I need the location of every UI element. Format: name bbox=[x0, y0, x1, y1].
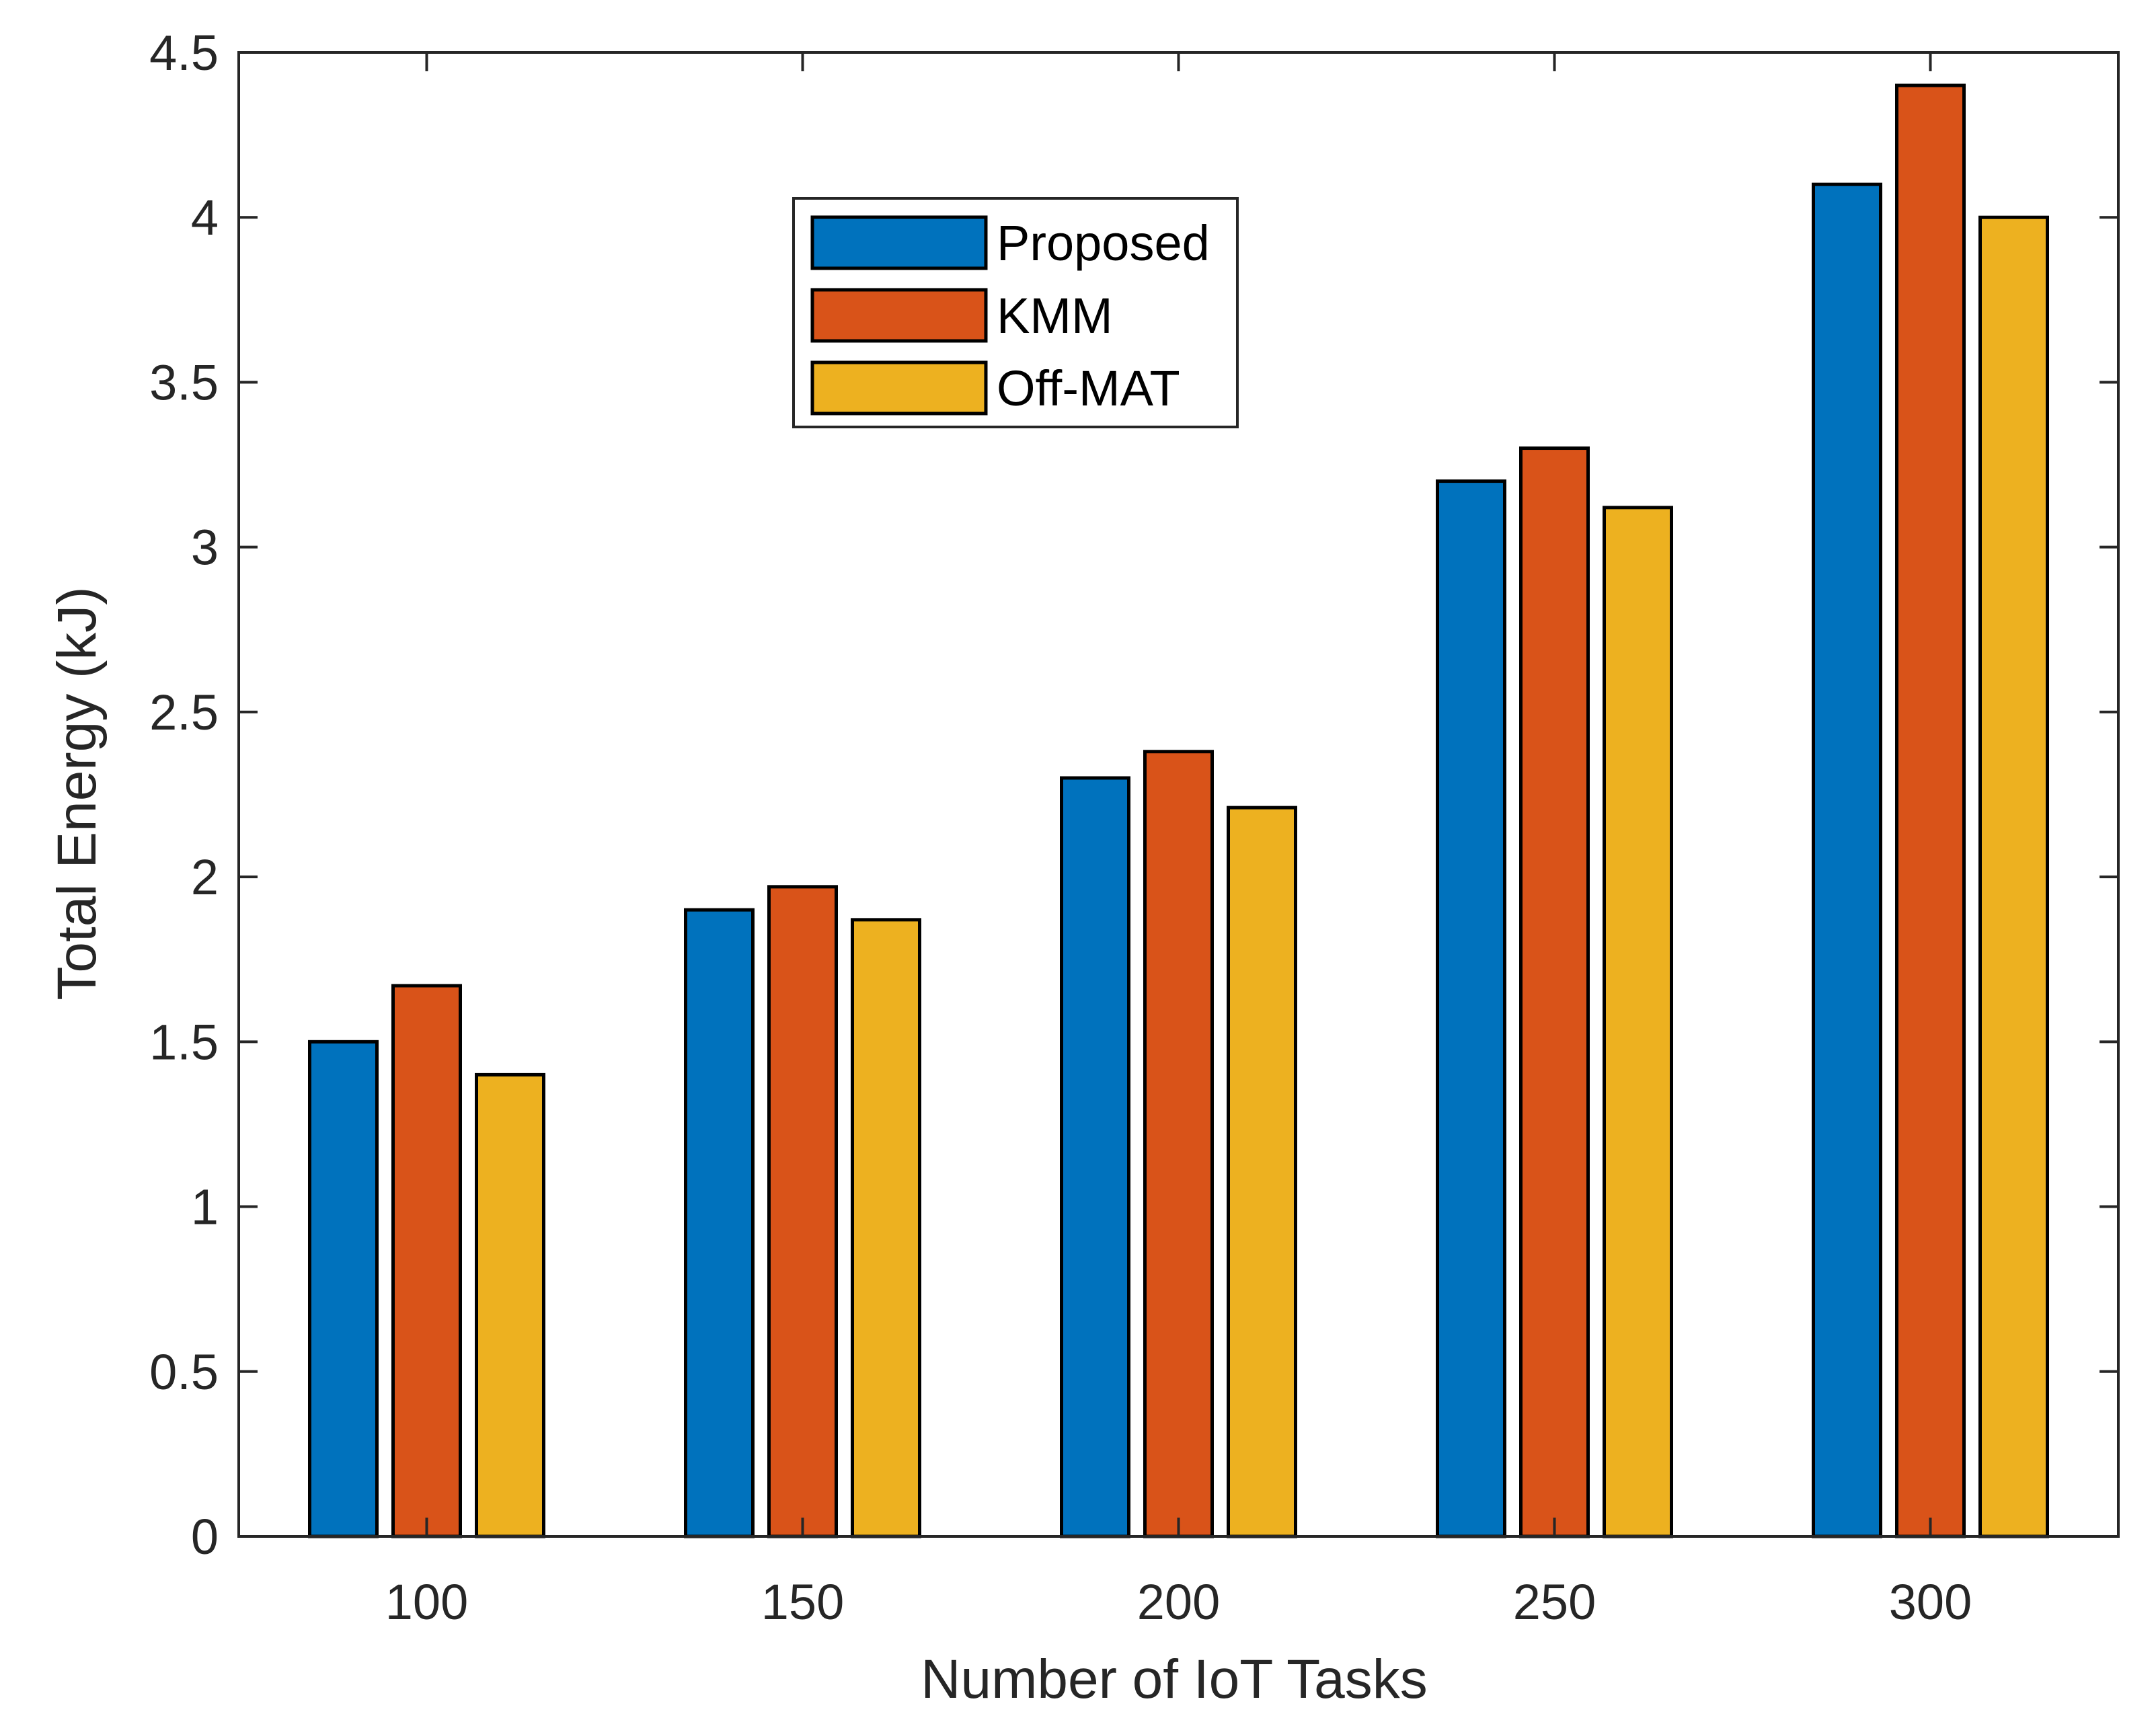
bar-kmm-250 bbox=[1519, 446, 1590, 1538]
x-tick-label: 200 bbox=[1137, 1574, 1220, 1630]
y-tick-label: 0 bbox=[191, 1509, 219, 1565]
bar-kmm-100 bbox=[391, 984, 462, 1538]
y-tick-label: 0.5 bbox=[149, 1344, 219, 1400]
bar-off-mat-250 bbox=[1603, 506, 1673, 1538]
ticks-group: 0 0.5 1 1.5 2 2.5 3 3.5 4 4.5 100 150 200 250 300 bbox=[149, 25, 2118, 1630]
y-tick-label: 2 bbox=[191, 849, 219, 905]
bar-proposed-200 bbox=[1060, 776, 1130, 1538]
bar-off-mat-100 bbox=[475, 1072, 545, 1538]
bar-proposed-100 bbox=[308, 1040, 379, 1538]
y-tick-label: 4 bbox=[191, 190, 219, 245]
y-tick-label: 2.5 bbox=[149, 685, 219, 740]
x-tick-label: 300 bbox=[1889, 1574, 1972, 1630]
bar-kmm-150 bbox=[767, 885, 838, 1538]
y-tick-label: 1 bbox=[191, 1179, 219, 1235]
bar-proposed-150 bbox=[684, 908, 755, 1538]
legend-label-off-mat: Off-MAT bbox=[997, 360, 1180, 416]
y-tick-label: 4.5 bbox=[149, 25, 219, 81]
legend-label-kmm: KMM bbox=[997, 288, 1113, 344]
y-tick-label: 3.5 bbox=[149, 354, 219, 410]
bars-group bbox=[308, 83, 2049, 1538]
bar-kmm-200 bbox=[1143, 750, 1214, 1538]
bar-off-mat-300 bbox=[1978, 215, 2049, 1538]
bar-off-mat-150 bbox=[851, 918, 921, 1538]
legend-swatch-off-mat bbox=[810, 360, 988, 416]
legend: Proposed KMM Off-MAT bbox=[792, 197, 1239, 428]
bar-kmm-300 bbox=[1895, 83, 1966, 1538]
x-tick-label: 100 bbox=[385, 1574, 468, 1630]
x-tick-label: 150 bbox=[761, 1574, 844, 1630]
bar-proposed-250 bbox=[1436, 479, 1506, 1538]
bar-off-mat-200 bbox=[1227, 806, 1297, 1538]
y-tick-label: 1.5 bbox=[149, 1014, 219, 1070]
x-tick-label: 250 bbox=[1513, 1574, 1596, 1630]
bar-proposed-300 bbox=[1812, 182, 1882, 1538]
legend-swatch-proposed bbox=[810, 215, 988, 270]
legend-swatch-kmm bbox=[810, 288, 988, 343]
y-axis-title: Total Energy (kJ) bbox=[46, 586, 108, 1000]
y-tick-label: 3 bbox=[191, 520, 219, 576]
x-axis-title: Number of IoT Tasks bbox=[921, 1649, 1428, 1710]
legend-label-proposed: Proposed bbox=[997, 215, 1210, 271]
